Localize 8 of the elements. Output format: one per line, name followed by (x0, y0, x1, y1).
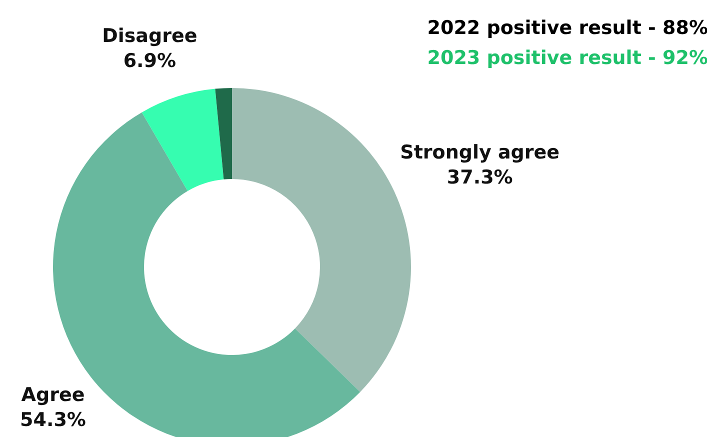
slice-label: Disagree (102, 25, 198, 48)
slice-label: Strongly agree (400, 142, 560, 164)
text: 2023 positive result - 92% (427, 47, 707, 69)
data-label: 54.3% (20, 408, 86, 431)
data-label: 6.9% (123, 50, 176, 72)
data-label: 37.3% (446, 166, 513, 188)
slice-label: Agree (21, 384, 85, 406)
text: 2022 positive result - 88% (427, 17, 707, 39)
